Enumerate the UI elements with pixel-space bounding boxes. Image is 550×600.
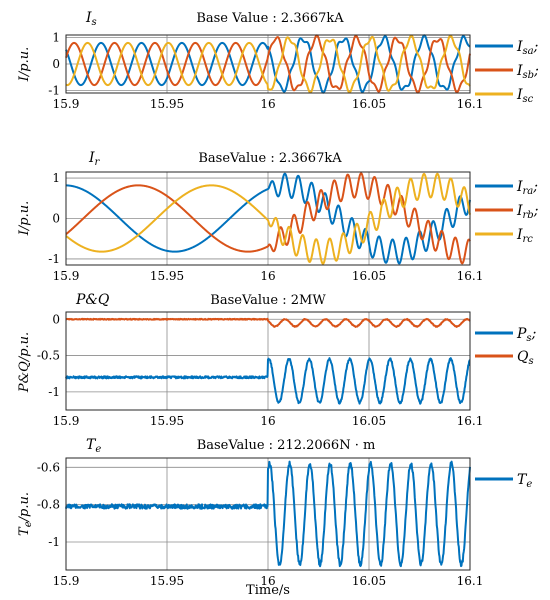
y-tick-label: 1 (52, 31, 60, 45)
y-tick-label: 0 (52, 212, 60, 226)
legend: Te (475, 472, 532, 490)
x-tick-label: 16 (260, 574, 275, 588)
y-axis-label: I/p.u. (17, 201, 32, 236)
panel-symbol: P&Q (75, 292, 110, 308)
series-lines (65, 317, 471, 405)
tick-labels: 15.9 15.95 16 16.05 16.1 -1 -0.5 0 (37, 312, 484, 428)
x-tick-label: 15.95 (150, 574, 184, 588)
series-lines (65, 460, 471, 568)
legend: Ira; Irb; Irc (475, 179, 538, 245)
y-tick-label: -1 (48, 535, 60, 549)
x-tick-label: 16 (260, 269, 275, 283)
panel-rotor-current: 15.9 15.95 16 16.05 16.1 -1 0 1 Ir BaseValue : … (17, 150, 538, 283)
legend-label-qs: Qs (517, 349, 534, 367)
x-tick-label: 16.1 (457, 97, 484, 111)
x-tick-label: 16.05 (352, 414, 386, 428)
series-line-ira (65, 172, 471, 265)
legend-label-ira: Ira; (516, 179, 538, 197)
x-tick-label: 15.9 (53, 269, 80, 283)
y-tick-label: -0.6 (37, 460, 60, 474)
series-line-te (65, 460, 471, 568)
y-axis-label: I/p.u. (17, 47, 32, 82)
series-line-isa (65, 34, 471, 94)
series-lines (65, 172, 471, 265)
legend: Isa; Isb; Isc (475, 39, 539, 105)
y-tick-label: -0.5 (37, 349, 60, 363)
x-tick-label: 15.9 (53, 574, 80, 588)
y-axis-label: Te/p.u. (17, 492, 34, 536)
x-tick-label: 15.9 (53, 97, 80, 111)
tick-labels: 15.9 15.95 16 16.05 16.1 -1 0 1 (48, 31, 483, 111)
legend: Ps; Qs (475, 326, 536, 367)
legend-label-isb: Isb; (516, 63, 539, 81)
x-tick-label: 16.1 (457, 574, 484, 588)
grid (66, 35, 470, 93)
x-tick-label: 15.95 (150, 97, 184, 111)
series-lines (65, 34, 471, 94)
y-tick-label: 0 (52, 57, 60, 71)
y-tick-label: -0.8 (37, 498, 60, 512)
axes-frame (65, 171, 471, 266)
legend-label-isa: Isa; (516, 39, 538, 57)
y-tick-label: 1 (52, 171, 60, 185)
series-line-qs (65, 317, 471, 328)
y-tick-label: 0 (52, 312, 60, 326)
x-tick-label: 16.05 (352, 574, 386, 588)
panel-stator-current: 15.9 15.95 16 16.05 16.1 -1 0 1 Is Base Value :… (17, 10, 539, 111)
axes-frame (65, 311, 471, 411)
x-tick-label: 16 (260, 97, 275, 111)
panel-power: 15.9 15.95 16 16.05 16.1 -1 -0.5 0 P&Q BaseValu… (17, 292, 536, 428)
y-tick-label: -1 (48, 385, 60, 399)
legend-label-te: Te (517, 472, 532, 490)
x-tick-label: 16 (260, 414, 275, 428)
y-tick-label: -1 (48, 252, 60, 266)
series-line-irc (65, 172, 471, 265)
panel-title: BaseValue : 212.2066N · m (197, 438, 376, 453)
series-line-irb (65, 172, 471, 265)
x-tick-label: 15.95 (150, 414, 184, 428)
panel-symbol: Is (85, 10, 97, 28)
axes-frame (65, 34, 471, 94)
series-line-isb (65, 34, 471, 94)
panel-title: BaseValue : 2.3667kA (198, 151, 342, 166)
legend-label-irc: Irc (516, 227, 533, 245)
panel-title: BaseValue : 2MW (210, 293, 326, 308)
x-tick-label: 15.95 (150, 269, 184, 283)
legend-label-irb: Irb; (516, 203, 538, 221)
tick-labels: 15.9 15.95 16 16.05 16.1 -1 0 1 (48, 171, 483, 283)
tick-labels: 15.9 15.95 16 16.05 16.1 -1 -0.8 -0.6 (37, 460, 484, 588)
y-axis-label: P&Q/p.u. (17, 332, 32, 393)
x-tick-label: 16.05 (352, 97, 386, 111)
x-axis-label: Time/s (246, 583, 290, 598)
x-tick-label: 15.9 (53, 414, 80, 428)
series-line-ps (65, 357, 471, 405)
grid (66, 172, 470, 265)
series-line-isc (65, 34, 471, 94)
x-tick-label: 16.05 (352, 269, 386, 283)
y-tick-label: -1 (48, 83, 60, 97)
axes-frame (65, 457, 471, 571)
panel-torque: 15.9 15.95 16 16.05 16.1 -1 -0.8 -0.6 Te BaseVa… (17, 437, 532, 588)
x-tick-label: 16.1 (457, 269, 484, 283)
x-tick-label: 16.1 (457, 414, 484, 428)
legend-label-ps: Ps; (516, 326, 536, 344)
panel-symbol: Ir (88, 150, 101, 168)
panel-symbol: Te (86, 437, 101, 455)
legend-label-isc: Isc (516, 87, 534, 105)
panel-title: Base Value : 2.3667kA (196, 11, 344, 26)
